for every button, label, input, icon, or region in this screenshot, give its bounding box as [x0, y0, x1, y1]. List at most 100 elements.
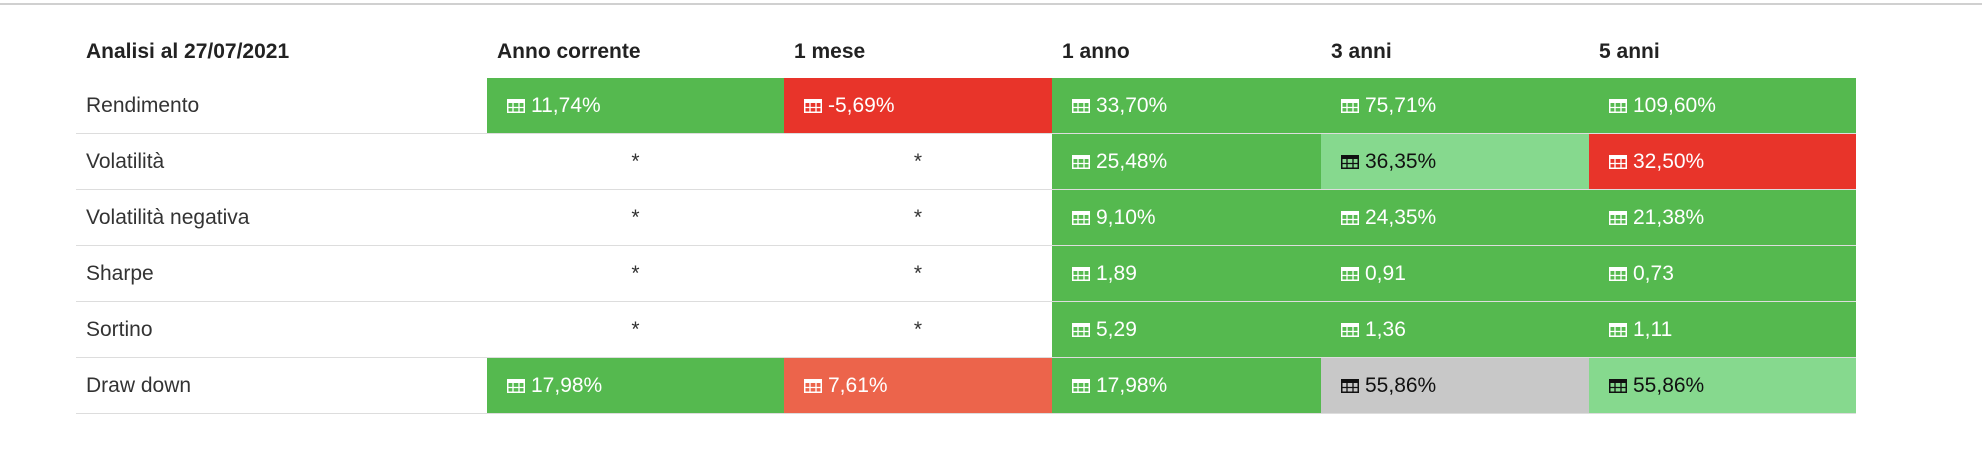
- cell-value: 36,35%: [1365, 149, 1437, 173]
- cell-value: *: [631, 261, 640, 285]
- cell-value: 0,73: [1633, 261, 1674, 285]
- column-header: 3 anni: [1331, 39, 1392, 63]
- table-icon: [1609, 322, 1627, 337]
- column-header: Anno corrente: [497, 39, 641, 63]
- table-cell: *: [487, 189, 784, 246]
- table-cell: *: [487, 245, 784, 302]
- table-icon: [1072, 98, 1090, 113]
- row-label: Volatilità: [76, 133, 487, 190]
- cell-value: 7,61%: [828, 373, 888, 397]
- table-cell: 9,10%: [1052, 189, 1321, 246]
- cell-value: 55,86%: [1365, 373, 1437, 397]
- table-icon: [1341, 154, 1359, 169]
- cell-value: *: [631, 317, 640, 341]
- cell-value: 1,11: [1633, 317, 1673, 341]
- cell-value: 109,60%: [1633, 93, 1716, 117]
- table-row: Draw down 17,98% 7,61% 17,98% 55,86% 55,86%: [76, 357, 1856, 414]
- table-body: Rendimento 11,74% -5,69% 33,70% 75,71% 109,60…: [76, 78, 1856, 414]
- table-icon: [1072, 322, 1090, 337]
- column-header: 1 mese: [794, 39, 866, 63]
- table-cell: 55,86%: [1321, 357, 1589, 414]
- table-cell: 17,98%: [487, 357, 784, 414]
- table-icon: [507, 98, 525, 113]
- table-cell: 25,48%: [1052, 133, 1321, 190]
- table-icon: [1341, 98, 1359, 113]
- table-icon: [1609, 154, 1627, 169]
- table-row: Sharpe * * 1,89 0,91 0,73: [76, 245, 1856, 302]
- table-icon: [804, 98, 822, 113]
- analysis-table: Analisi al 27/07/2021 Anno corrente 1 mese…: [76, 25, 1856, 414]
- header-row: Analisi al 27/07/2021 Anno corrente 1 mese…: [76, 25, 1856, 78]
- cell-value: *: [913, 261, 923, 285]
- row-label: Sharpe: [76, 245, 487, 302]
- table-cell: *: [784, 245, 1052, 302]
- table-icon: [1341, 378, 1359, 393]
- table-cell: *: [487, 133, 784, 190]
- table-row: Sortino * * 5,29 1,36 1,11: [76, 301, 1856, 358]
- cell-value: 1,36: [1365, 317, 1406, 341]
- table-icon: [1072, 378, 1090, 393]
- table-cell: 1,89: [1052, 245, 1321, 302]
- table-cell: 0,73: [1589, 245, 1856, 302]
- cell-value: *: [913, 149, 923, 173]
- table-cell: 32,50%: [1589, 133, 1856, 190]
- cell-value: *: [631, 149, 640, 173]
- table-cell: 5,29: [1052, 301, 1321, 358]
- cell-value: 21,38%: [1633, 205, 1705, 229]
- table-icon: [1072, 210, 1090, 225]
- cell-value: *: [913, 205, 923, 229]
- column-header: 5 anni: [1599, 39, 1660, 63]
- column-header: 1 anno: [1062, 39, 1130, 63]
- cell-value: -5,69%: [828, 93, 895, 117]
- row-label: Sortino: [76, 301, 487, 358]
- table-cell: *: [784, 189, 1052, 246]
- cell-value: 17,98%: [531, 373, 603, 397]
- cell-value: *: [913, 317, 923, 341]
- cell-value: 55,86%: [1633, 373, 1705, 397]
- table-cell: 109,60%: [1589, 78, 1856, 134]
- table-cell: 1,36: [1321, 301, 1589, 358]
- cell-value: 75,71%: [1365, 93, 1437, 117]
- cell-value: *: [631, 205, 640, 229]
- table-icon: [804, 378, 822, 393]
- cell-value: 17,98%: [1096, 373, 1168, 397]
- row-label: Draw down: [76, 357, 487, 414]
- cell-value: 1,89: [1096, 261, 1137, 285]
- table-icon: [1341, 322, 1359, 337]
- table-cell: 24,35%: [1321, 189, 1589, 246]
- table-cell: 17,98%: [1052, 357, 1321, 414]
- table-icon: [1609, 98, 1627, 113]
- table-row: Volatilità negativa * * 9,10% 24,35% 21,38%: [76, 189, 1856, 246]
- table-cell: *: [784, 133, 1052, 190]
- table-row: Volatilità * * 25,48% 36,35% 32,50%: [76, 133, 1856, 190]
- table-row: Rendimento 11,74% -5,69% 33,70% 75,71% 109,60…: [76, 78, 1856, 134]
- column-header: Analisi al 27/07/2021: [86, 39, 290, 63]
- table-cell: 75,71%: [1321, 78, 1589, 134]
- cell-value: 5,29: [1096, 317, 1137, 341]
- table-icon: [1341, 266, 1359, 281]
- table-cell: 33,70%: [1052, 78, 1321, 134]
- cell-value: 24,35%: [1365, 205, 1437, 229]
- top-border: [0, 3, 1982, 5]
- table-icon: [1609, 266, 1627, 281]
- table-cell: 21,38%: [1589, 189, 1856, 246]
- table-icon: [1072, 266, 1090, 281]
- cell-value: 32,50%: [1633, 149, 1705, 173]
- cell-value: 33,70%: [1096, 93, 1168, 117]
- table-icon: [1072, 154, 1090, 169]
- table-icon: [1609, 378, 1627, 393]
- cell-value: 25,48%: [1096, 149, 1168, 173]
- table-icon: [1341, 210, 1359, 225]
- table-cell: -5,69%: [784, 78, 1052, 134]
- cell-value: 0,91: [1365, 261, 1406, 285]
- table-icon: [507, 378, 525, 393]
- row-label: Volatilità negativa: [76, 189, 487, 246]
- table-cell: 1,11: [1589, 301, 1856, 358]
- table-cell: *: [784, 301, 1052, 358]
- cell-value: 9,10%: [1096, 205, 1156, 229]
- cell-value: 11,74%: [531, 93, 601, 117]
- table-cell: 11,74%: [487, 78, 784, 134]
- table-cell: *: [487, 301, 784, 358]
- row-label: Rendimento: [76, 78, 487, 134]
